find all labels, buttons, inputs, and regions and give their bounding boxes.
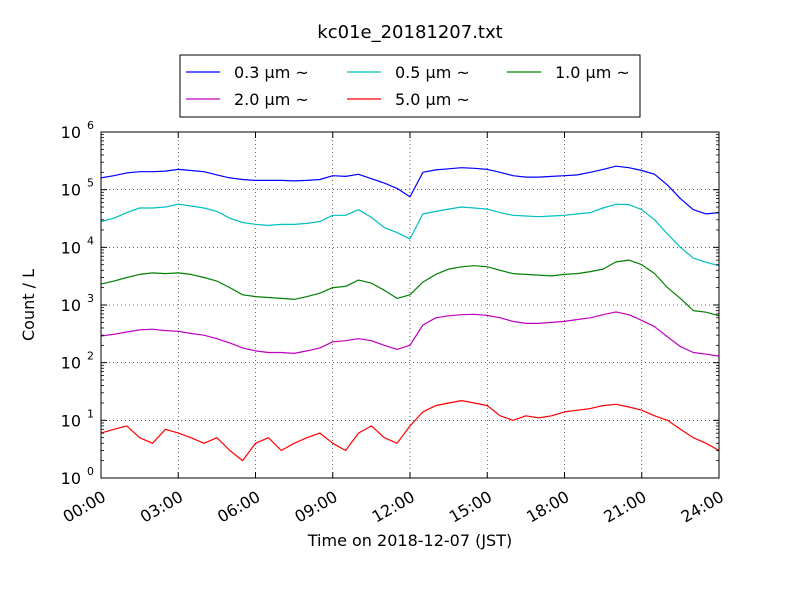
y-axis-label: Count / L xyxy=(19,269,38,341)
x-axis-label: Time on 2018-12-07 (JST) xyxy=(307,531,512,550)
x-tick-label: 24:00 xyxy=(678,487,727,527)
series-lines xyxy=(100,165,720,462)
x-tick-label: 12:00 xyxy=(369,487,418,527)
series-line-2 xyxy=(100,259,720,317)
x-tick-label: 21:00 xyxy=(600,487,649,527)
y-tick-labels: 10 0 10 1 10 2 10 3 10 4 10 5 10 6 xyxy=(61,119,94,488)
legend-label-1: 0.5 μm ~ xyxy=(395,63,470,82)
legend-label-4: 5.0 μm ~ xyxy=(395,90,470,109)
y-tick-exponent: 6 xyxy=(87,119,94,132)
x-tick-label: 06:00 xyxy=(214,487,263,527)
y-tick-label: 10 xyxy=(61,411,81,430)
y-tick-exponent: 1 xyxy=(87,407,94,420)
y-tick-label: 10 xyxy=(61,238,81,257)
series-line-0 xyxy=(100,165,720,215)
x-tick-label: 03:00 xyxy=(137,487,186,527)
y-tick-label: 10 xyxy=(61,469,81,488)
x-tick-labels: 00:00 03:00 06:00 09:00 12:00 15:00 18:00 21:00… xyxy=(60,487,727,527)
x-tick-label: 00:00 xyxy=(60,487,109,527)
legend-entries: 0.3 μm ~ 0.5 μm ~ 1.0 μm ~ 2.0 μm ~ 5.0 μm ~ xyxy=(186,63,630,109)
series-line-3 xyxy=(100,311,720,357)
y-tick-label: 10 xyxy=(61,354,81,373)
x-tick-label: 09:00 xyxy=(291,487,340,527)
grid xyxy=(101,132,719,478)
y-tick-exponent: 4 xyxy=(87,234,94,247)
y-tick-exponent: 2 xyxy=(87,350,94,363)
axis-ticks xyxy=(100,131,720,479)
y-tick-label: 10 xyxy=(61,181,81,200)
legend-label-2: 1.0 μm ~ xyxy=(555,63,630,82)
series-line-4 xyxy=(100,400,720,462)
y-tick-exponent: 3 xyxy=(87,292,94,305)
y-tick-label: 10 xyxy=(61,296,81,315)
chart-title: kc01e_20181207.txt xyxy=(317,22,502,43)
legend-label-3: 2.0 μm ~ xyxy=(234,90,309,109)
legend: 0.3 μm ~ 0.5 μm ~ 1.0 μm ~ 2.0 μm ~ 5.0 μm ~ xyxy=(179,54,641,118)
x-tick-label: 18:00 xyxy=(523,487,572,527)
y-tick-exponent: 5 xyxy=(87,177,94,190)
series-line-1 xyxy=(100,203,720,267)
x-tick-label: 15:00 xyxy=(446,487,495,527)
legend-box xyxy=(179,54,641,118)
y-tick-label: 10 xyxy=(61,123,81,142)
legend-label-0: 0.3 μm ~ xyxy=(234,63,309,82)
y-tick-exponent: 0 xyxy=(87,465,94,478)
